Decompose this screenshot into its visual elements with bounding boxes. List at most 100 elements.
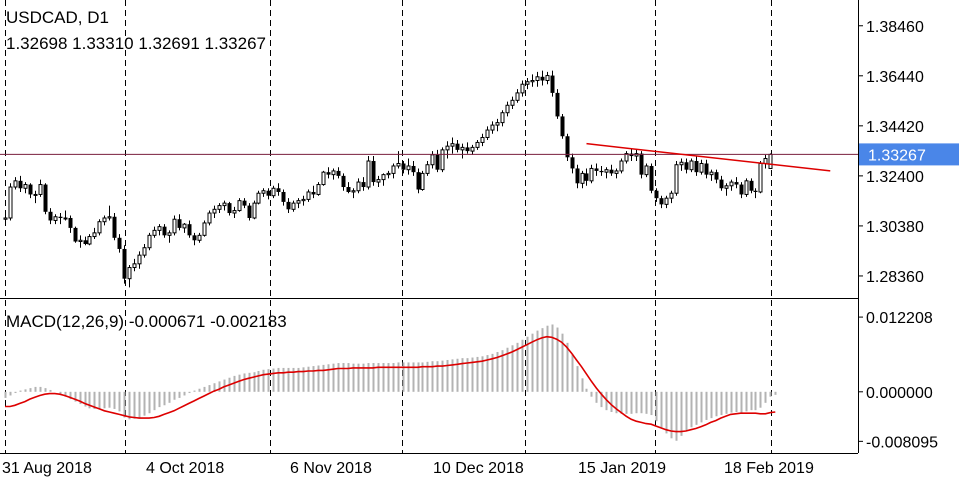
candle-body-down	[749, 180, 754, 191]
candle-body-down	[540, 76, 545, 81]
candle-body-up	[729, 181, 734, 187]
candle-body-up	[724, 185, 729, 189]
candle-body-up	[202, 222, 207, 236]
candle-body-up	[256, 192, 261, 204]
candle-body-up	[107, 216, 112, 219]
candle-body-up	[38, 184, 43, 195]
candle-body-up	[689, 160, 694, 171]
candle-body-up	[445, 145, 450, 151]
candle-body-up	[291, 202, 296, 210]
candle-body-down	[276, 188, 281, 192]
macd-indicator-label: MACD(12,26,9) -0.000671 -0.002183	[6, 312, 287, 331]
candle-body-up	[440, 149, 445, 171]
candle-body-up	[102, 217, 107, 223]
candle-body-up	[485, 129, 490, 138]
candle-body-down	[704, 163, 709, 175]
candle-body-up	[490, 124, 495, 131]
candle-body-up	[396, 162, 401, 167]
candle-body-down	[565, 136, 570, 158]
chart-frame	[0, 0, 859, 454]
candle-body-up	[172, 218, 177, 234]
time-axis: 31 Aug 2018 4 Oct 2018 6 Nov 2018 10 Dec 20…	[2, 460, 814, 477]
candle-body-down	[83, 240, 88, 244]
candle-body-up	[127, 267, 132, 280]
candle-body-up	[744, 180, 749, 195]
candle-body-down	[361, 182, 366, 188]
candle-body-up	[376, 179, 381, 183]
candle-body-up	[500, 112, 505, 124]
candle-body-up	[669, 192, 674, 199]
candle-body-up	[460, 146, 465, 151]
candle-body-down	[609, 169, 614, 174]
candle-body-up	[33, 193, 38, 196]
macd-tick-label: 0.012208	[866, 310, 933, 327]
candle-body-up	[604, 169, 609, 173]
time-tick-label: 6 Nov 2018	[290, 460, 372, 477]
candle-body-up	[535, 76, 540, 82]
price-tick-label: 1.30380	[866, 219, 924, 236]
candle-body-up	[406, 165, 411, 171]
candle-body-up	[261, 190, 266, 194]
candle-body-down	[247, 205, 252, 218]
time-tick-label: 15 Jan 2019	[578, 460, 666, 477]
candle-body-up	[306, 191, 311, 200]
candle-body-down	[43, 184, 48, 212]
candle-body-up	[644, 165, 649, 176]
candle-body-up	[495, 122, 500, 126]
candle-body-up	[614, 170, 619, 174]
candle-body-up	[217, 205, 222, 210]
candle-body-up	[87, 236, 92, 245]
candle-body-up	[505, 104, 510, 114]
candle-body-up	[475, 141, 480, 148]
price-tick-label: 1.34420	[866, 119, 924, 136]
candle-body-up	[530, 80, 535, 83]
candle-body-up	[3, 217, 8, 220]
candle-body-up	[301, 198, 306, 202]
candle-body-up	[132, 263, 137, 269]
candle-body-down	[465, 147, 470, 152]
macd-tick-label: 0.000000	[866, 385, 933, 402]
candle-body-up	[515, 92, 520, 101]
candle-body-up	[316, 184, 321, 195]
candle-body-up	[545, 75, 550, 82]
macd-tick-label: -0.008095	[866, 434, 938, 451]
candle-body-down	[28, 184, 33, 195]
candle-body-up	[8, 186, 13, 219]
candle-body-down	[117, 237, 122, 249]
candle-body-down	[411, 165, 416, 173]
candle-body-down	[555, 92, 560, 117]
candle-body-up	[763, 158, 768, 164]
candle-body-down	[599, 170, 604, 173]
candle-body-down	[734, 182, 739, 185]
candle-body-up	[212, 208, 217, 214]
candle-body-up	[589, 167, 594, 182]
candle-body-down	[68, 217, 73, 228]
candle-body-up	[97, 221, 102, 234]
candle-body-up	[674, 164, 679, 194]
candle-body-up	[13, 180, 18, 188]
candle-body-up	[321, 171, 326, 186]
candle-body-up	[222, 202, 227, 207]
candle-body-down	[122, 248, 127, 279]
candle-body-down	[560, 116, 565, 137]
candle-body-down	[311, 191, 316, 195]
candle-body-up	[480, 136, 485, 143]
candle-body-up	[391, 165, 396, 174]
candle-body-up	[425, 164, 430, 174]
candle-body-up	[252, 202, 257, 219]
time-tick-label: 18 Feb 2019	[724, 460, 814, 477]
candle-body-down	[281, 191, 286, 202]
candle-body-down	[58, 216, 63, 218]
candle-body-up	[664, 197, 669, 205]
price-axis: 1.38460 1.36440 1.34420 1.32400 1.30380 1.283…	[858, 19, 938, 451]
candle-body-down	[177, 219, 182, 228]
candle-body-up	[420, 172, 425, 191]
candle-body-up	[182, 223, 187, 229]
candle-body-down	[753, 190, 758, 192]
candle-body-up	[296, 200, 301, 204]
candle-body-down	[266, 190, 271, 196]
candle-body-down	[227, 203, 232, 214]
candlestick-series	[3, 70, 773, 288]
candle-body-down	[192, 235, 197, 241]
